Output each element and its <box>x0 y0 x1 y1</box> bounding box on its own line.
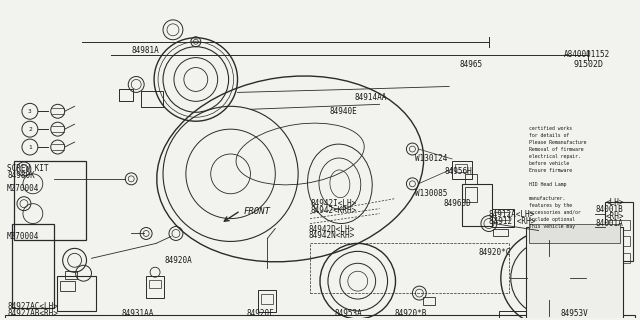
Text: 84980K: 84980K <box>7 171 35 180</box>
Text: This vehicle may: This vehicle may <box>529 224 575 228</box>
Text: 84912A<LH>: 84912A<LH> <box>489 210 535 219</box>
Text: A840001152: A840001152 <box>563 50 610 59</box>
Text: 91502D: 91502D <box>573 60 604 68</box>
Bar <box>608 236 630 246</box>
Bar <box>12 224 54 308</box>
Text: 84942I<LH>: 84942I<LH> <box>310 199 356 208</box>
Bar <box>455 164 467 172</box>
Bar <box>65 271 77 279</box>
Bar <box>57 276 97 311</box>
Text: SCREW KIT: SCREW KIT <box>7 164 49 173</box>
Text: 84953V: 84953V <box>561 309 588 318</box>
Text: 84920*B: 84920*B <box>394 309 427 318</box>
Text: include optional: include optional <box>529 217 575 221</box>
Text: accessories and/or: accessories and/or <box>529 210 580 215</box>
Text: M270004: M270004 <box>7 233 40 242</box>
Bar <box>452 161 472 179</box>
Bar <box>529 224 620 244</box>
Bar <box>493 228 508 236</box>
Text: 2: 2 <box>28 127 32 132</box>
Text: 84942<KRH>: 84942<KRH> <box>310 206 356 215</box>
Text: 84920F: 84920F <box>246 309 274 318</box>
Text: for details of: for details of <box>529 133 569 138</box>
Bar <box>261 294 273 304</box>
Text: 84963D: 84963D <box>443 199 471 208</box>
Text: features by the: features by the <box>529 203 572 208</box>
Text: manufacturer.: manufacturer. <box>529 196 566 201</box>
Bar <box>608 220 630 229</box>
Text: Ensure firmware: Ensure firmware <box>529 168 572 173</box>
Text: <LH>: <LH> <box>605 198 623 207</box>
Bar <box>141 92 163 107</box>
Text: 84953A: 84953A <box>335 309 363 318</box>
Text: Please Remanufacture: Please Remanufacture <box>529 140 586 145</box>
Text: M270004: M270004 <box>7 184 40 193</box>
Bar <box>146 276 164 298</box>
Bar <box>423 297 435 305</box>
Text: 84942N<RH>: 84942N<RH> <box>308 231 355 241</box>
Text: 84001B: 84001B <box>595 205 623 214</box>
Text: 84940E: 84940E <box>330 107 358 116</box>
Text: 84912 <RH>: 84912 <RH> <box>489 217 535 226</box>
Bar <box>60 281 75 291</box>
Bar <box>119 89 133 101</box>
Bar <box>499 311 598 320</box>
Bar <box>465 187 477 202</box>
Bar <box>465 174 477 184</box>
Text: 84981A: 84981A <box>131 46 159 55</box>
Bar <box>492 209 514 227</box>
Text: FRONT: FRONT <box>243 207 270 216</box>
Text: 84927AC<LH>: 84927AC<LH> <box>7 302 58 311</box>
Text: before vehicle: before vehicle <box>529 161 569 166</box>
Text: 84927AB<RH>: 84927AB<RH> <box>7 309 58 318</box>
Text: 84965: 84965 <box>459 60 482 68</box>
Text: 1: 1 <box>28 145 32 149</box>
Bar <box>495 212 509 220</box>
Text: 84942D<LH>: 84942D<LH> <box>308 225 355 234</box>
Text: 84920*C: 84920*C <box>479 248 511 257</box>
Bar <box>259 290 276 312</box>
Text: W130085: W130085 <box>415 189 448 198</box>
Text: 84001A: 84001A <box>595 219 623 228</box>
Text: 84956H: 84956H <box>444 167 472 176</box>
Bar <box>310 244 509 293</box>
Text: 3: 3 <box>28 109 32 114</box>
Text: electrical repair.: electrical repair. <box>529 154 580 159</box>
Text: <RH>: <RH> <box>605 212 623 220</box>
Text: 84920A: 84920A <box>164 256 192 265</box>
Text: Removal of firmware: Removal of firmware <box>529 147 583 152</box>
Bar <box>149 280 161 288</box>
Bar <box>525 227 623 320</box>
Text: 84931AA: 84931AA <box>122 309 154 318</box>
Bar <box>605 202 633 261</box>
Text: HID Head Lamp: HID Head Lamp <box>529 182 566 187</box>
Text: W130124: W130124 <box>415 154 448 163</box>
Bar <box>608 253 630 263</box>
Text: certified works: certified works <box>529 126 572 131</box>
Bar <box>14 161 86 240</box>
Bar <box>462 184 492 226</box>
Text: 84914AA: 84914AA <box>355 93 387 102</box>
